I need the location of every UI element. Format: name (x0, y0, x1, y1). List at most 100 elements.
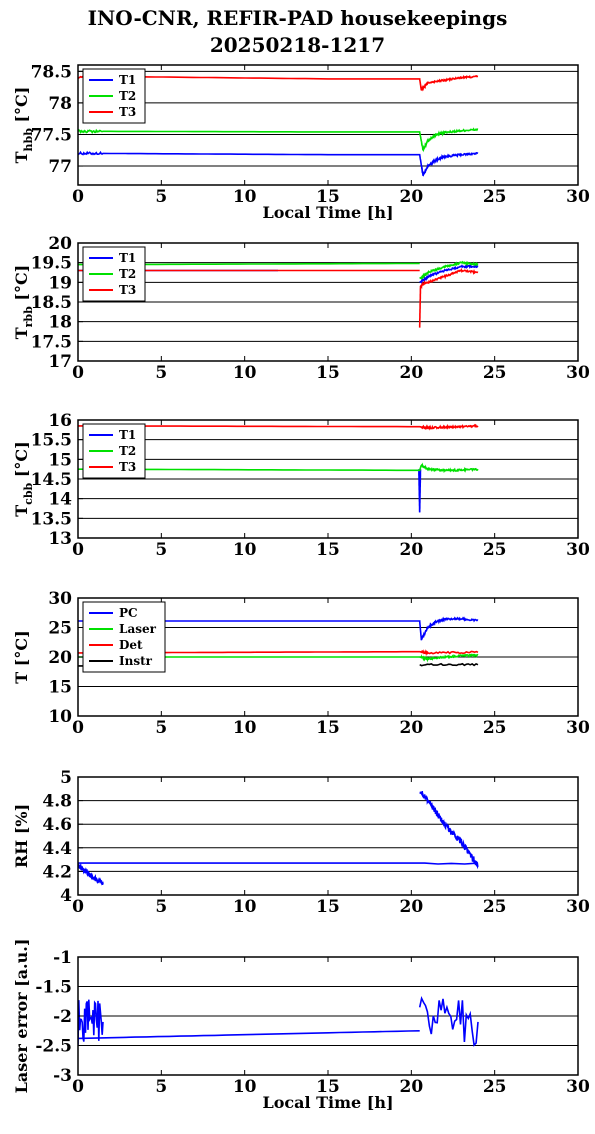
x-tick-label: 0 (72, 1077, 84, 1097)
y-axis-label: Laser error [a.u.] (12, 939, 31, 1094)
series-line-t3 (78, 74, 479, 92)
x-tick-label: 15 (316, 897, 340, 917)
chart-panel-4: 0 5 10 15 20 25 30 10 15 20 25 30 T [°C] PC Laser Det In… (12, 589, 590, 738)
x-tick-label: 5 (155, 540, 167, 560)
legend-label: Det (119, 638, 143, 652)
x-tick-label: 20 (399, 1077, 423, 1097)
x-tick-label: 5 (155, 187, 167, 207)
legend-label: T1 (119, 73, 136, 87)
x-tick-label: 15 (316, 1077, 340, 1097)
y-tick-label: 10 (48, 707, 72, 727)
x-tick-label: 30 (566, 897, 590, 917)
y-tick-label: 13 (48, 529, 72, 549)
y-tick-label: 4.2 (42, 862, 72, 882)
chart-panel-6: 0 5 10 15 20 25 30 -3 -2.5 -2 -1.5 -1 Laser error [a… (12, 939, 590, 1112)
y-tick-label: -2.5 (35, 1037, 72, 1057)
y-tick-label: 4 (60, 886, 72, 906)
x-tick-label: 10 (233, 1077, 257, 1097)
legend-label: T3 (119, 460, 136, 474)
series-line-laser-error (418, 995, 479, 1047)
series-line-instr (419, 662, 479, 667)
y-tick-label: 15.5 (31, 431, 72, 451)
x-tick-label: 25 (483, 718, 507, 738)
x-tick-label: 15 (316, 363, 340, 383)
x-tick-label: 20 (399, 897, 423, 917)
x-tick-label: 0 (72, 187, 84, 207)
x-tick-label: 30 (566, 540, 590, 560)
plot-frame (77, 64, 579, 186)
x-tick-label: 20 (399, 540, 423, 560)
legend-label: T1 (119, 428, 136, 442)
series-line-rh (419, 791, 479, 870)
x-tick-label: 20 (399, 363, 423, 383)
x-axis-label: Local Time [h] (262, 203, 393, 222)
x-tick-label: 0 (72, 363, 84, 383)
x-tick-label: 20 (399, 187, 423, 207)
x-tick-label: 15 (316, 540, 340, 560)
y-axis-label: Tcbb [°C] (12, 441, 35, 516)
y-tick-label: 13.5 (31, 509, 72, 529)
y-tick-label: -2 (53, 1007, 72, 1027)
y-tick-label: 25 (48, 619, 72, 639)
x-tick-label: 10 (233, 363, 257, 383)
legend-label: Instr (119, 654, 153, 668)
x-tick-label: 0 (72, 540, 84, 560)
series-line-t2 (78, 127, 479, 153)
y-tick-label: 30 (48, 589, 72, 609)
x-tick-label: 25 (483, 187, 507, 207)
chart-panel-1: 0 5 10 15 20 25 30 77 77.5 78 78.5 Thbb [°C] Local T… (12, 62, 590, 222)
series-line-pc (78, 616, 479, 641)
legend-label: T2 (119, 89, 136, 103)
legend-label: PC (119, 606, 138, 620)
x-tick-label: 10 (233, 897, 257, 917)
y-axis-label: RH [%] (12, 804, 31, 868)
chart-panel-5: 0 5 10 15 20 25 30 4 4.2 4.4 4.6 4.8 5 RH [%] (12, 768, 590, 917)
x-tick-label: 10 (233, 718, 257, 738)
x-tick-label: 15 (316, 718, 340, 738)
y-tick-label: -1 (53, 948, 72, 968)
x-tick-label: 5 (155, 363, 167, 383)
series-line-t1 (418, 469, 422, 513)
x-tick-label: 25 (483, 1077, 507, 1097)
y-tick-label: 4.6 (42, 815, 72, 835)
y-tick-label: 77 (48, 157, 72, 177)
y-tick-label: 20 (48, 234, 72, 254)
x-tick-label: 5 (155, 1077, 167, 1097)
y-tick-label: 77.5 (31, 125, 72, 145)
series-line-laser (78, 653, 479, 663)
legend-label: T2 (119, 444, 136, 458)
y-tick-label: 18.5 (31, 293, 72, 313)
chart-title-line2: 20250218-1217 (209, 33, 386, 57)
x-tick-label: 30 (566, 363, 590, 383)
y-axis-label: Thbb [°C] (12, 87, 35, 164)
x-axis-label: Local Time [h] (262, 1093, 393, 1112)
x-tick-label: 15 (316, 187, 340, 207)
y-tick-label: 4.4 (42, 839, 72, 859)
legend-label: T1 (119, 251, 136, 265)
series-line-rh (78, 862, 104, 886)
x-tick-label: 10 (233, 540, 257, 560)
series-line-rh (78, 862, 479, 865)
x-tick-label: 25 (483, 897, 507, 917)
y-axis-label: T [°C] (12, 630, 31, 683)
y-tick-label: 78 (48, 94, 72, 114)
series-line-t3 (78, 423, 479, 431)
y-axis-label: Trbb [°C] (12, 265, 35, 340)
series-line-det (78, 649, 479, 657)
legend-label: Laser (119, 622, 157, 636)
x-tick-label: 0 (72, 897, 84, 917)
y-tick-label: -1.5 (35, 978, 72, 998)
series-line-t1 (78, 150, 479, 177)
y-tick-label: 17 (48, 352, 72, 372)
series-line-t3 (418, 267, 479, 328)
y-tick-label: 16 (48, 411, 72, 431)
y-tick-label: 20 (48, 648, 72, 668)
x-tick-label: 30 (566, 718, 590, 738)
x-tick-label: 0 (72, 718, 84, 738)
y-tick-label: 14.5 (31, 470, 72, 490)
y-tick-label: 5 (60, 768, 72, 788)
legend-label: T3 (119, 105, 136, 119)
x-tick-label: 5 (155, 897, 167, 917)
